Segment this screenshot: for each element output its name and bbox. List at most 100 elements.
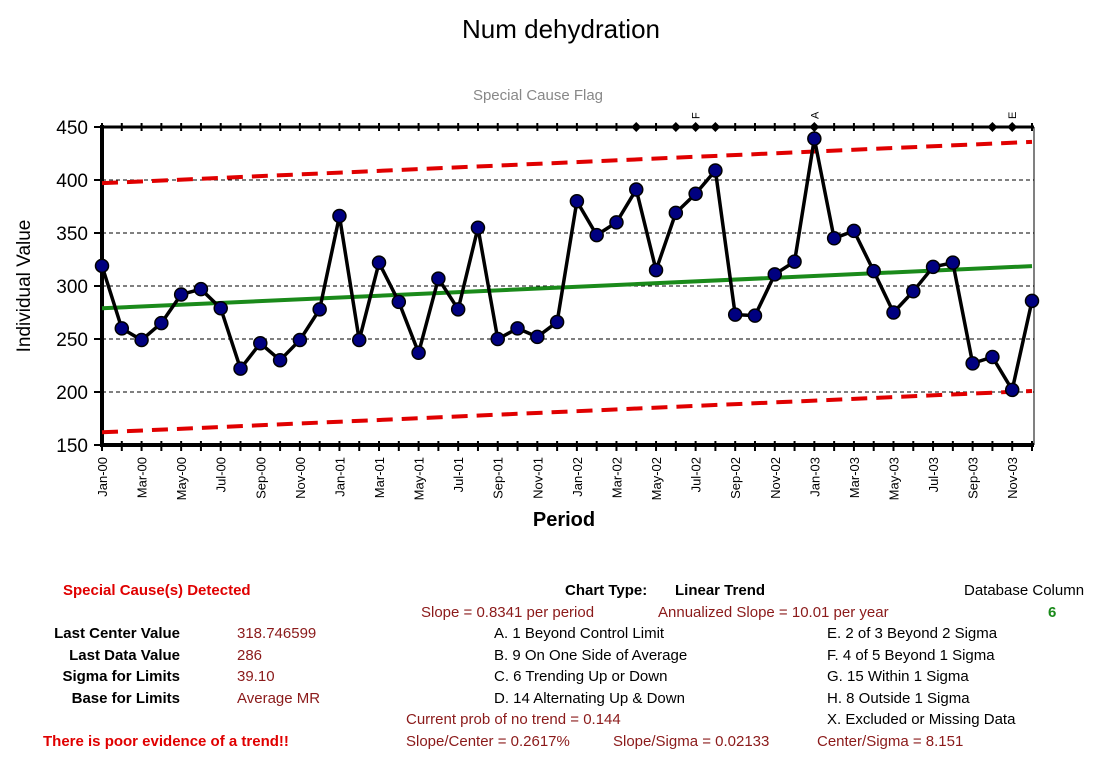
flag-marker xyxy=(1007,122,1018,132)
stat-value: 318.746599 xyxy=(237,625,317,642)
special-cause-detected: Special Cause(s) Detected xyxy=(63,582,251,599)
x-tick-label: Nov-03 xyxy=(1005,457,1020,499)
x-tick-label: Sep-00 xyxy=(253,457,268,499)
data-point xyxy=(510,321,525,336)
stat-row: Base for Limits xyxy=(0,690,180,707)
trend-evidence-note: There is poor evidence of a trend!! xyxy=(43,733,289,750)
x-tick-label: Mar-03 xyxy=(847,457,862,498)
x-tick-label: Jan-01 xyxy=(332,457,347,497)
data-point xyxy=(945,255,961,270)
rule-item: E. 2 of 3 Beyond 2 Sigma xyxy=(827,625,998,642)
data-point xyxy=(747,308,763,323)
data-point xyxy=(470,220,486,235)
x-tick-label: Jul-01 xyxy=(451,457,466,492)
rule-item: X. Excluded or Missing Data xyxy=(827,711,1016,728)
prob-no-trend: Current prob of no trend = 0.144 xyxy=(406,711,621,728)
slope-sigma-ratio: Slope/Sigma = 0.02133 xyxy=(613,733,770,750)
data-point xyxy=(450,302,466,317)
x-tick-label: Mar-00 xyxy=(135,457,150,498)
y-axis-label: Individual Value xyxy=(14,220,35,353)
data-point xyxy=(94,258,110,274)
chart-type-label: Chart Type: xyxy=(565,582,648,599)
data-point xyxy=(233,361,248,376)
y-tick-label: 200 xyxy=(56,383,88,404)
flag-label: E xyxy=(1007,112,1019,119)
data-point xyxy=(134,332,149,348)
upper-control-limit xyxy=(101,139,1033,186)
x-tick-label: Jul-02 xyxy=(689,457,704,492)
data-point xyxy=(906,284,921,299)
data-point xyxy=(411,345,426,361)
lower-control-limit xyxy=(101,388,1033,435)
rule-item: H. 8 Outside 1 Sigma xyxy=(827,690,970,707)
rule-item: F. 4 of 5 Beyond 1 Sigma xyxy=(827,647,995,664)
stat-label: Last Data Value xyxy=(69,647,180,664)
data-point xyxy=(886,305,901,320)
annualized-slope-text: Annualized Slope = 10.01 per year xyxy=(658,604,889,621)
data-point xyxy=(985,349,1000,365)
stat-row: Last Center Value xyxy=(0,625,180,642)
data-point xyxy=(312,302,327,317)
x-tick-label: May-01 xyxy=(412,457,427,500)
x-tick-label: Sep-02 xyxy=(728,457,743,499)
data-point xyxy=(213,301,228,316)
x-tick-label: Sep-03 xyxy=(966,457,981,499)
data-point xyxy=(826,231,842,246)
data-point xyxy=(351,332,367,348)
data-point xyxy=(549,314,565,330)
x-tick-label: Nov-01 xyxy=(530,457,545,499)
flag-marker xyxy=(809,122,820,132)
data-point xyxy=(965,356,980,371)
stat-row: Sigma for Limits xyxy=(0,668,180,685)
data-point xyxy=(846,223,862,239)
database-column-label: Database Column xyxy=(964,582,1085,599)
flag-marker xyxy=(987,122,998,132)
data-point xyxy=(688,186,703,202)
x-tick-label: May-02 xyxy=(649,457,664,500)
flag-marker xyxy=(631,122,642,132)
flag-label: A xyxy=(809,111,821,119)
database-column-value: 6 xyxy=(1048,604,1057,621)
flag-marker xyxy=(710,122,721,132)
stat-row: Last Data Value xyxy=(0,647,180,664)
y-tick-label: 400 xyxy=(56,171,88,192)
data-point xyxy=(371,255,387,270)
rule-item: D. 14 Alternating Up & Down xyxy=(494,690,685,707)
data-point xyxy=(668,205,684,221)
center-sigma-ratio: Center/Sigma = 8.151 xyxy=(817,733,964,750)
x-axis-label: Period xyxy=(533,509,595,531)
slope-center-ratio: Slope/Center = 0.2617% xyxy=(406,733,570,750)
data-point xyxy=(490,331,505,347)
data-point xyxy=(173,287,189,302)
x-tick-label: Jan-03 xyxy=(807,457,822,497)
flag-marker xyxy=(690,122,701,132)
flag-marker xyxy=(670,122,681,132)
control-chart: Num dehydration Special Cause Flag Indiv… xyxy=(14,14,1040,531)
data-point xyxy=(807,131,822,146)
data-point xyxy=(272,352,288,368)
data-point xyxy=(1004,382,1020,398)
data-point xyxy=(391,294,407,310)
data-point xyxy=(609,215,624,230)
x-tick-label: Mar-02 xyxy=(609,457,624,498)
rule-item: G. 15 Within 1 Sigma xyxy=(827,668,969,685)
x-tick-label: Sep-01 xyxy=(491,457,506,499)
data-point xyxy=(114,321,130,336)
stat-value: 286 xyxy=(237,647,263,664)
x-tick-label: May-03 xyxy=(886,457,901,500)
data-point xyxy=(925,259,941,275)
y-tick-label: 450 xyxy=(56,118,88,139)
data-point xyxy=(154,315,169,331)
y-tick-label: 350 xyxy=(56,224,88,245)
data-point xyxy=(648,262,664,278)
chart-subtitle: Special Cause Flag xyxy=(473,87,603,104)
chart-type-value: Linear Trend xyxy=(675,582,766,599)
data-point xyxy=(708,163,723,178)
stat-value: 39.10 xyxy=(237,668,275,685)
chart-title: Num dehydration xyxy=(462,14,660,44)
data-point xyxy=(727,307,743,322)
data-point xyxy=(1024,293,1040,309)
data-point xyxy=(767,267,783,282)
stat-value: Average MR xyxy=(237,690,321,707)
stat-label: Base for Limits xyxy=(71,690,180,707)
